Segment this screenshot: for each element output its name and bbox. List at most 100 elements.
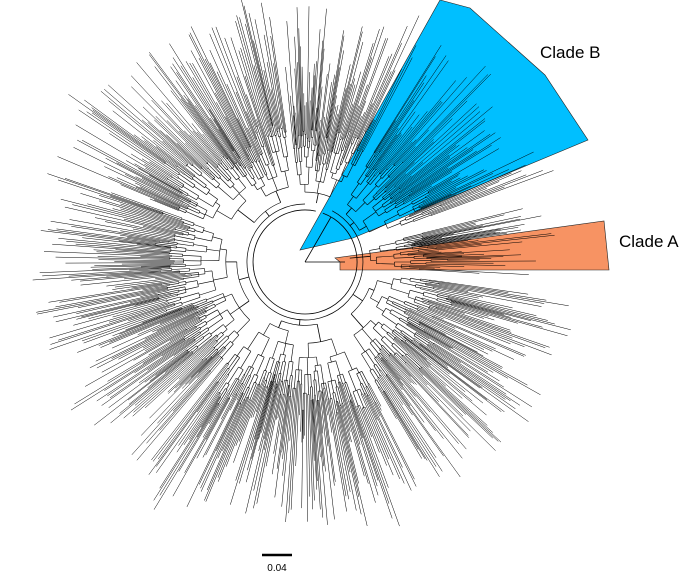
tree-branch: [177, 177, 194, 188]
tree-branch: [214, 92, 249, 156]
tree-branch: [355, 183, 369, 199]
tree-branch: [173, 340, 196, 357]
tree-branch: [359, 383, 365, 394]
tree-branch: [275, 394, 281, 420]
tree-branch: [191, 347, 199, 353]
tree-branch: [345, 84, 368, 148]
tree-branch: [426, 256, 504, 259]
tree-branch: [249, 368, 254, 376]
tree-branch: [409, 280, 426, 285]
tree-branch: [324, 388, 333, 433]
tree-branch: [323, 383, 325, 389]
tree-arc: [415, 284, 417, 288]
tree-branch: [183, 222, 194, 227]
tree-branch: [95, 312, 198, 362]
tree-branch: [318, 63, 331, 156]
tree-branch: [386, 77, 467, 169]
tree-branch: [217, 166, 230, 180]
tree-branch: [389, 355, 417, 385]
tree-arc: [226, 309, 235, 320]
tree-branch: [316, 131, 321, 161]
tree-branch: [379, 352, 387, 361]
tree-arc: [315, 180, 324, 183]
tree-branch: [358, 119, 374, 152]
tree-branch: [206, 314, 221, 324]
tree-branch: [96, 251, 172, 256]
tree-branch: [92, 266, 170, 270]
tree-arc: [356, 371, 362, 375]
tree-branch: [328, 398, 347, 497]
tree-branch: [428, 174, 527, 214]
tree-branch: [384, 106, 480, 191]
tree-branch: [372, 193, 377, 198]
tree-branch: [123, 336, 219, 419]
tree-branch: [315, 119, 321, 161]
tree-branch: [194, 310, 206, 318]
tree-branch: [245, 374, 276, 483]
tree-branch: [288, 381, 298, 514]
tree-branch: [404, 309, 493, 352]
tree-branch: [411, 229, 521, 247]
tree-branch: [208, 377, 237, 424]
tree-branch: [423, 253, 485, 258]
tree-branch: [417, 305, 525, 348]
tree-branch: [284, 137, 289, 157]
tree-branch: [97, 256, 170, 259]
tree-branch: [265, 394, 281, 467]
tree-branch: [413, 206, 420, 210]
tree-branch: [202, 133, 232, 170]
tree-branch: [315, 394, 321, 458]
tree-branch: [183, 94, 239, 170]
tree-branch: [235, 384, 260, 446]
tree-branch: [342, 403, 351, 432]
tree-branch: [401, 220, 414, 226]
tree-branch: [399, 130, 485, 193]
tree-branch: [417, 306, 511, 345]
tree-branch: [271, 136, 277, 152]
tree-branch: [411, 149, 474, 191]
tree-branch: [94, 264, 171, 267]
tree-branch: [136, 244, 171, 249]
tree-branch: [118, 316, 200, 360]
tree-branch: [154, 119, 212, 174]
tree-branch: [361, 408, 380, 453]
tree-branch: [136, 358, 224, 461]
tree-branch: [188, 34, 247, 149]
tree-branch: [281, 388, 294, 507]
tree-branch: [393, 257, 415, 259]
tree-arc: [351, 152, 354, 155]
tree-branch: [375, 357, 425, 423]
scale-bar-label: 0.04: [267, 563, 287, 574]
tree-branch: [154, 199, 179, 211]
tree-branch: [322, 392, 336, 482]
tree-branch: [57, 179, 184, 222]
tree-branch: [404, 301, 418, 307]
tree-branch: [356, 390, 364, 408]
tree-branch: [418, 248, 436, 251]
tree-branch: [335, 401, 362, 515]
tree-branch: [386, 359, 431, 413]
tree-branch: [200, 174, 217, 189]
tree-branch: [331, 172, 334, 179]
tree-branch: [399, 319, 408, 325]
tree-branch: [343, 43, 374, 140]
tree-branch: [99, 200, 190, 228]
tree-branch: [107, 336, 195, 397]
tree-branch: [419, 322, 484, 357]
tree-branch: [395, 352, 407, 363]
tree-branch: [293, 105, 297, 145]
tree-branch: [171, 268, 190, 270]
tree-branch: [327, 151, 333, 170]
tree-branch: [237, 118, 251, 147]
tree-branch: [433, 342, 504, 388]
tree-branch: [430, 186, 505, 215]
tree-branch: [348, 371, 357, 391]
tree-branch: [250, 381, 271, 450]
tree-branch: [244, 365, 250, 375]
tree-branch: [178, 346, 214, 380]
tree-branch: [402, 73, 492, 163]
tree-branch: [144, 319, 202, 352]
tree-branch: [256, 357, 265, 376]
tree-branch: [405, 213, 423, 221]
tree-branch: [307, 394, 311, 497]
